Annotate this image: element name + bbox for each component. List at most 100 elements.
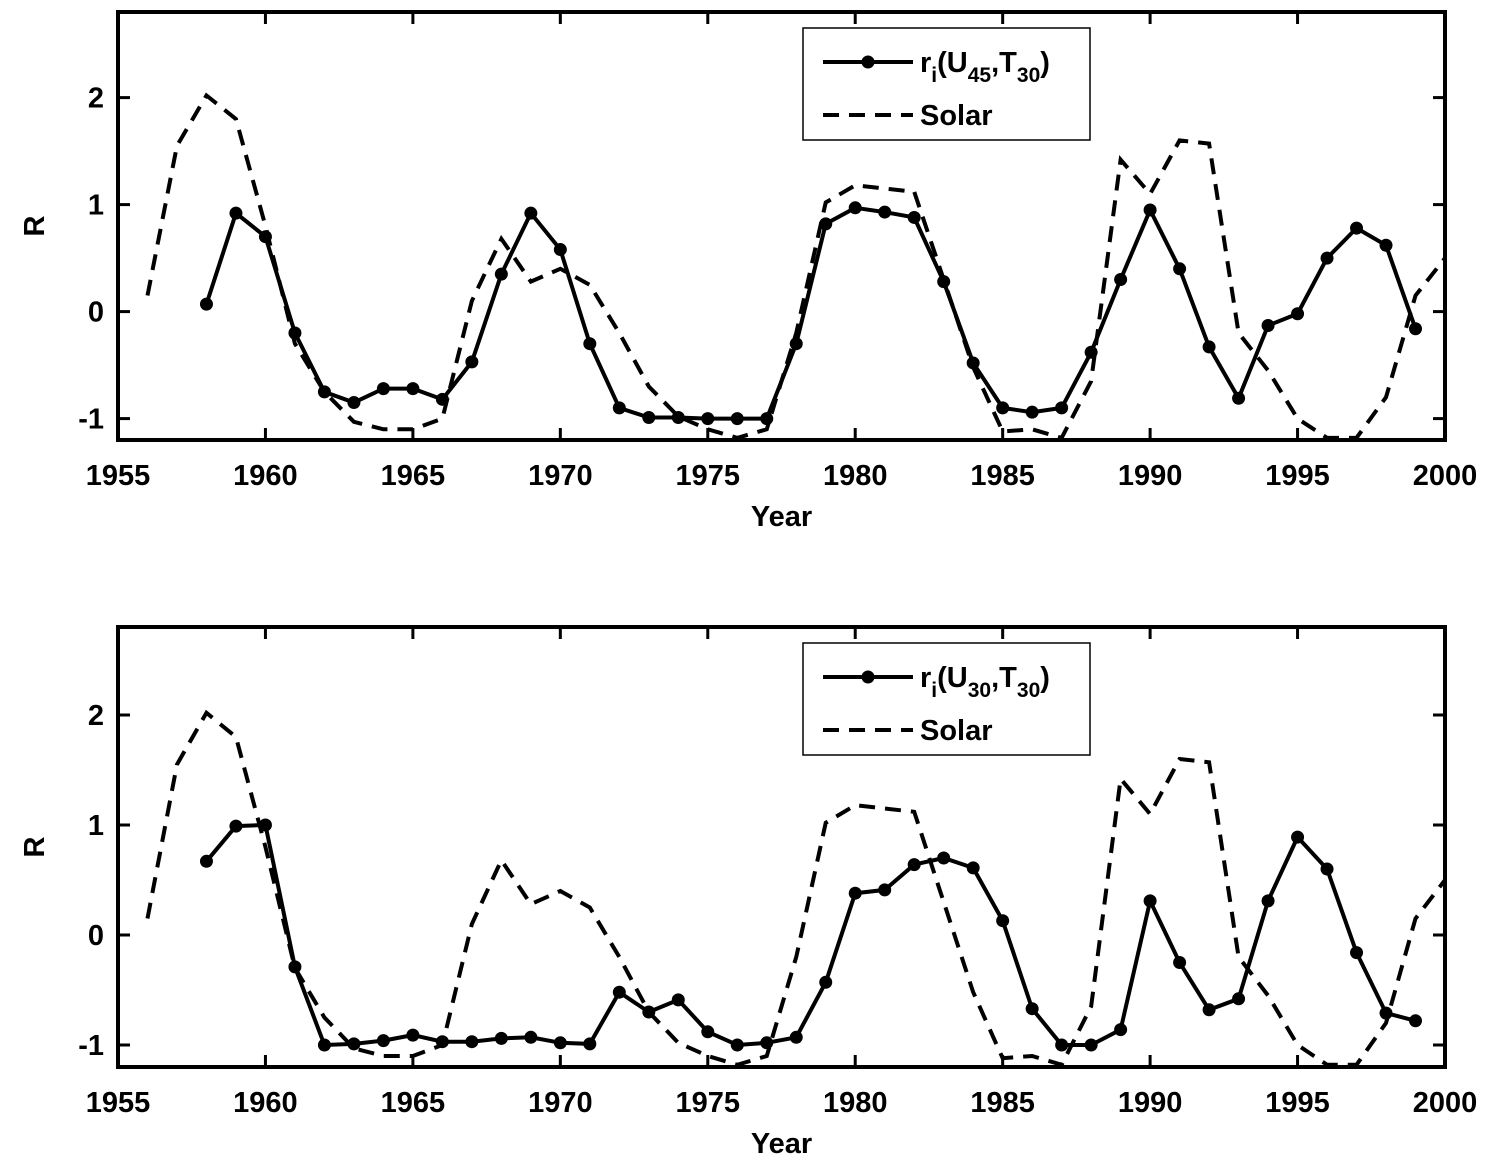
x-tick-label: 1990 xyxy=(1118,460,1183,492)
point xyxy=(966,861,980,875)
point xyxy=(907,210,921,224)
point xyxy=(1350,221,1364,235)
point xyxy=(760,412,774,426)
point xyxy=(1350,946,1364,960)
point xyxy=(848,886,862,900)
point xyxy=(1173,262,1187,276)
point xyxy=(612,401,626,415)
point xyxy=(583,337,597,351)
point xyxy=(229,819,243,833)
point xyxy=(1114,1023,1128,1037)
point xyxy=(937,275,951,289)
axes-frame xyxy=(116,10,1447,442)
x-axis-label: Year xyxy=(751,1128,812,1154)
point xyxy=(1202,340,1216,354)
legend-label: Solar xyxy=(920,100,993,132)
point xyxy=(789,337,803,351)
point xyxy=(465,1035,479,1049)
x-tick-label: 1980 xyxy=(823,1087,888,1119)
point xyxy=(1055,401,1069,415)
point xyxy=(996,401,1010,415)
x-tick-label: 1990 xyxy=(1118,1087,1183,1119)
point xyxy=(1320,251,1334,265)
point xyxy=(1232,992,1246,1006)
point xyxy=(1291,307,1305,321)
point xyxy=(966,356,980,370)
legend-box xyxy=(802,27,1091,141)
point xyxy=(878,883,892,897)
x-tick-label: 1970 xyxy=(528,460,593,492)
x-tick-label: 1975 xyxy=(676,460,741,492)
y-tick-label: 1 xyxy=(88,810,104,842)
point xyxy=(376,1034,390,1048)
x-axis-label: Year xyxy=(751,501,812,533)
point xyxy=(819,975,833,989)
point xyxy=(199,297,213,311)
point xyxy=(524,206,538,220)
point xyxy=(1379,238,1393,252)
point xyxy=(465,355,479,369)
point xyxy=(553,1036,567,1050)
point xyxy=(878,205,892,219)
x-tick-label: 2000 xyxy=(1413,1087,1478,1119)
legend-marker xyxy=(861,670,875,684)
x-tick-label: 1995 xyxy=(1265,1087,1330,1119)
legend-label: ri(U45,T30) xyxy=(920,47,1050,87)
plot-area xyxy=(145,92,1445,440)
y-tick-label: 0 xyxy=(88,920,104,952)
y-tick-label: -1 xyxy=(78,404,104,436)
point xyxy=(730,1038,744,1052)
point xyxy=(701,1025,715,1039)
x-tick-label: 1960 xyxy=(233,1087,298,1119)
point xyxy=(996,914,1010,928)
point xyxy=(1114,273,1128,286)
x-tick-label: 1975 xyxy=(676,1087,741,1119)
point xyxy=(347,1037,361,1051)
legend-label: ri(U30,T30) xyxy=(920,662,1050,702)
point xyxy=(937,851,951,865)
legend-box xyxy=(802,642,1091,756)
point xyxy=(317,1038,331,1052)
point xyxy=(1232,391,1246,405)
x-tick-label: 1960 xyxy=(233,460,298,492)
point xyxy=(642,411,656,425)
x-tick-label: 1980 xyxy=(823,460,888,492)
y-axis-label: R xyxy=(19,215,51,236)
point xyxy=(671,993,685,1007)
point xyxy=(789,1030,803,1044)
point xyxy=(199,854,213,868)
point xyxy=(524,1030,538,1044)
x-tick-label: 1985 xyxy=(970,460,1035,492)
point xyxy=(612,985,626,999)
x-tick-label: 1995 xyxy=(1265,460,1330,492)
point xyxy=(671,411,685,425)
x-tick-label: 1985 xyxy=(970,1087,1035,1119)
point xyxy=(406,382,420,396)
point xyxy=(701,412,715,426)
point xyxy=(1143,203,1157,217)
series-line xyxy=(145,92,1445,440)
series-line xyxy=(204,822,1417,1048)
point xyxy=(907,858,921,872)
legend-label: Solar xyxy=(920,715,993,747)
y-tick-label: 1 xyxy=(88,190,104,222)
point xyxy=(494,1031,508,1045)
point xyxy=(583,1037,597,1051)
point xyxy=(553,243,567,257)
point xyxy=(376,382,390,396)
point xyxy=(848,201,862,215)
point xyxy=(406,1028,420,1042)
x-tick-label: 1955 xyxy=(86,1087,151,1119)
point xyxy=(819,217,833,231)
point xyxy=(494,267,508,281)
y-tick-label: -1 xyxy=(78,1030,104,1062)
point xyxy=(1084,1038,1098,1052)
point xyxy=(347,396,361,410)
series-line xyxy=(145,709,1445,1067)
point xyxy=(1261,894,1275,908)
point xyxy=(730,412,744,426)
plot-area xyxy=(145,709,1445,1067)
x-tick-label: 1970 xyxy=(528,1087,593,1119)
legend-marker xyxy=(861,55,875,69)
